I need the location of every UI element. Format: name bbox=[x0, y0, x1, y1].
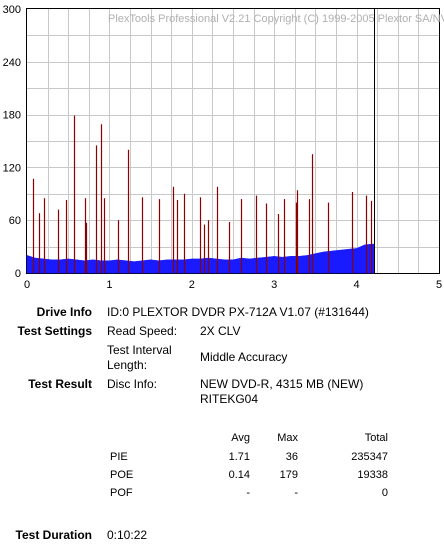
stats-header-avg: Avg bbox=[231, 432, 250, 444]
disc-info-line1: NEW DVD-R, 4315 MB (NEW) bbox=[200, 377, 364, 391]
drive-info-value: ID:0 PLEXTOR DVDR PX-712A V1.07 (#131644… bbox=[107, 305, 369, 319]
test-duration-value: 0:10:22 bbox=[107, 528, 148, 542]
stats-row-max: 36 bbox=[285, 451, 298, 463]
read-speed-value: 2X CLV bbox=[200, 324, 241, 338]
x-tick-label: 5 bbox=[436, 279, 442, 291]
y-tick-label: 120 bbox=[3, 162, 21, 174]
x-tick-label: 3 bbox=[271, 279, 277, 291]
y-tick-label: 60 bbox=[9, 215, 21, 227]
x-tick-label: 0 bbox=[24, 279, 30, 291]
error-chart: PlexTools Professional V2.21 Copyright (… bbox=[3, 4, 444, 291]
test-settings-label: Test Settings bbox=[17, 324, 92, 338]
poe-series bbox=[32, 115, 373, 273]
test-result-label: Test Result bbox=[28, 377, 92, 391]
y-tick-label: 240 bbox=[3, 57, 21, 69]
stats-row-total: 19338 bbox=[357, 469, 388, 481]
x-tick-label: 4 bbox=[354, 279, 360, 291]
stats-row-avg: 1.71 bbox=[228, 451, 250, 463]
stats-row-total: 235347 bbox=[351, 451, 388, 463]
stats-row-max: 179 bbox=[279, 469, 298, 481]
stats-header-total: Total bbox=[364, 432, 388, 444]
test-duration-label: Test Duration bbox=[15, 528, 92, 542]
grid-lines bbox=[27, 9, 439, 273]
chart-title: PlexTools Professional V2.21 Copyright (… bbox=[108, 13, 444, 25]
x-tick-label: 1 bbox=[106, 279, 112, 291]
stats-row-name: PIE bbox=[110, 451, 128, 463]
drive-info-label: Drive Info bbox=[36, 305, 92, 319]
stats-row-name: POF bbox=[110, 487, 133, 499]
stats-header-max: Max bbox=[277, 432, 298, 444]
y-tick-label: 0 bbox=[15, 268, 21, 280]
stats-row-total: 0 bbox=[381, 487, 388, 499]
stats-row-avg: - bbox=[246, 487, 250, 499]
stats-row-max: - bbox=[294, 487, 298, 499]
stats-row-name: POE bbox=[110, 469, 134, 481]
disc-info-line2: RITEKG04 bbox=[200, 392, 259, 406]
test-interval-label-line1: Test Interval bbox=[107, 343, 172, 357]
stats-row-avg: 0.14 bbox=[228, 469, 250, 481]
y-tick-label: 300 bbox=[3, 4, 21, 16]
read-speed-label: Read Speed: bbox=[107, 324, 178, 338]
x-axis-ticks: 0 1 2 3 4 5 bbox=[24, 279, 442, 291]
y-axis-ticks: 0 60 120 180 240 300 bbox=[3, 4, 21, 280]
x-tick-label: 2 bbox=[189, 279, 195, 291]
y-tick-label: 180 bbox=[3, 110, 21, 122]
test-interval-value: Middle Accuracy bbox=[200, 350, 288, 364]
disc-info-label: Disc Info: bbox=[107, 377, 158, 391]
test-interval-label-line2: Length: bbox=[107, 358, 148, 372]
